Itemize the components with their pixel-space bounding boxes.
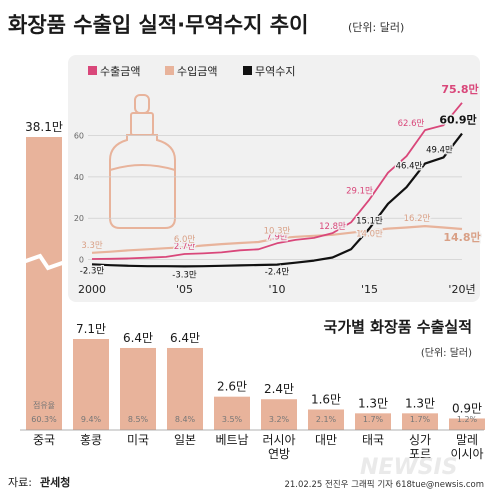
data-label: 15.1만	[356, 216, 383, 226]
data-label: -2.4만	[265, 268, 290, 278]
series-line	[91, 132, 463, 268]
data-label: 7.9만	[266, 232, 288, 242]
data-label: 75.8만	[441, 82, 478, 96]
data-label: -3.3만	[172, 270, 197, 280]
legend-swatch-import	[165, 66, 174, 75]
bar	[402, 413, 438, 430]
x-tick-label: '20년	[448, 283, 475, 296]
category-label: 포르	[409, 447, 431, 461]
legend-swatch-balance	[243, 66, 252, 75]
data-label: 2.7만	[174, 242, 196, 252]
bar-value-label: 1.3만	[405, 396, 435, 410]
data-label: 16.2만	[404, 214, 431, 224]
data-label: 49.4만	[426, 145, 453, 155]
bar-chart: 38.1만 60.3% 중국 7.1만 9.4% 홍콩 6.4만 8.5% 미국 6.4만 8.4%…	[20, 120, 485, 461]
x-tick-label: '15	[361, 283, 378, 296]
data-label: 6.0만	[174, 235, 196, 245]
y-tick-label: 40	[74, 173, 84, 182]
category-label: 이시아	[450, 447, 483, 461]
category-label: 러시아	[262, 433, 295, 447]
series-line	[91, 102, 463, 260]
watermark-logo: NEWSIS	[360, 455, 458, 480]
legend-label-import: 수입금액	[177, 65, 217, 78]
data-label: 62.6만	[398, 119, 425, 129]
data-label: 46.4만	[396, 162, 423, 172]
category-label: 연방	[268, 447, 290, 461]
data-label: 10.3만	[264, 226, 291, 236]
data-label: 12.8만	[319, 222, 346, 232]
bar-value-label: 0.9만	[452, 401, 482, 415]
bar-value-label: 38.1만	[25, 120, 63, 134]
legend-label-export: 수출금액	[100, 65, 140, 78]
share-label: 3.5%	[222, 415, 243, 424]
legend-swatch-export	[88, 66, 97, 75]
source-label: 자료:	[8, 476, 32, 489]
data-label: 29.1만	[346, 186, 373, 196]
category-label: 태국	[362, 433, 384, 447]
bar-chart-unit: (단위: 달러)	[421, 346, 472, 359]
data-label: 14.0만	[356, 230, 383, 240]
share-label: 2.1%	[316, 415, 337, 424]
bar-value-label: 6.4만	[170, 331, 200, 345]
share-label: 1.2%	[457, 415, 478, 424]
line-chart: 0 20 40 60 2000 '05 '10 '15 '20년 2.7만 7.9만 12.8만 29.…	[74, 81, 482, 296]
share-label: 9.4%	[81, 415, 102, 424]
data-label: 3.3만	[81, 241, 103, 251]
category-label: 홍콩	[80, 433, 102, 447]
data-label: 60.9만	[439, 113, 476, 127]
page-title: 화장품 수출입 실적·무역수지 추이	[8, 13, 308, 37]
x-tick-label: 2000	[78, 283, 106, 296]
bar-chart-title: 국가별 화장품 수출실적	[324, 318, 472, 336]
bar	[449, 418, 485, 430]
y-tick-label: 0	[79, 256, 84, 265]
category-label: 베트남	[215, 433, 248, 447]
bar	[261, 399, 297, 430]
bar	[355, 413, 391, 430]
bar	[167, 347, 203, 430]
bar	[73, 339, 109, 430]
y-tick-label: 20	[74, 214, 84, 223]
share-label: 8.4%	[175, 415, 196, 424]
axis-break-mark	[22, 253, 66, 271]
category-label: 싱가	[409, 433, 431, 447]
serum-bottle-icon	[109, 94, 176, 229]
data-label: 14.8만	[443, 230, 480, 244]
x-tick-label: '10	[268, 283, 285, 296]
series-line	[91, 225, 463, 254]
data-label: -2.3만	[80, 266, 105, 276]
line-chart-panel	[68, 55, 480, 302]
bar-value-label: 1.6만	[311, 392, 341, 406]
bar-value-label: 7.1만	[76, 322, 106, 336]
bar-value-label: 6.4만	[123, 331, 153, 345]
source-name: 관세청	[40, 475, 70, 489]
bar-value-label: 2.6만	[217, 380, 247, 394]
page-unit: (단위: 달러)	[348, 21, 404, 34]
line-chart-legend: 수출금액 수입금액 무역수지	[88, 65, 295, 78]
bar-value-label: 1.3만	[358, 396, 388, 410]
share-label: 3.2%	[269, 415, 290, 424]
share-label: 1.7%	[410, 415, 431, 424]
category-label: 일본	[174, 433, 196, 447]
share-caption: 점유율	[33, 400, 55, 410]
y-tick-label: 60	[74, 132, 84, 141]
share-label: 8.5%	[128, 415, 149, 424]
x-tick-label: '05	[176, 283, 193, 296]
category-label: 중국	[33, 433, 55, 447]
credit-line: 21.02.25 전진우 그래픽 기자 618tue@newsis.com	[284, 479, 484, 490]
share-label: 1.7%	[363, 415, 384, 424]
bar	[308, 409, 344, 430]
bar	[214, 396, 250, 430]
category-label: 대만	[315, 433, 337, 447]
bar	[26, 137, 62, 430]
legend-label-balance: 무역수지	[255, 65, 295, 78]
bar-value-label: 2.4만	[264, 382, 294, 396]
bar	[120, 347, 156, 430]
share-label: 60.3%	[31, 415, 57, 424]
category-label: 말레	[456, 433, 478, 447]
category-label: 미국	[127, 433, 149, 447]
